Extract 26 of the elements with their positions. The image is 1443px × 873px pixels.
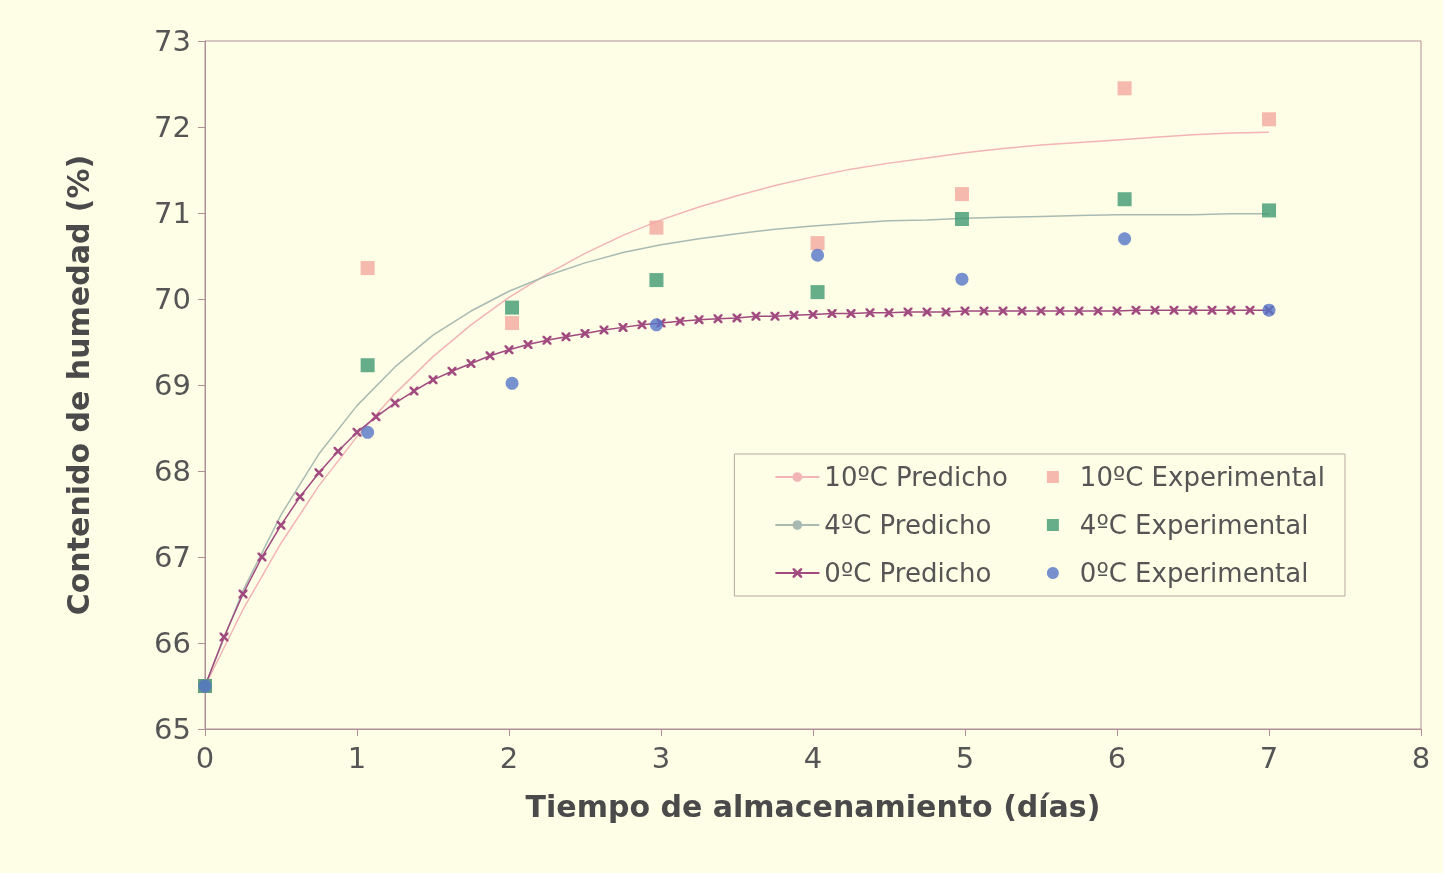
- legend-label: 4ºC Experimental: [1079, 510, 1309, 540]
- x-tick-label: 4: [803, 740, 823, 775]
- y-axis-title: Contenido de humedad (%): [60, 154, 96, 616]
- x-tick-label: 5: [955, 740, 975, 775]
- legend-label: 10ºC Predicho: [824, 462, 1008, 492]
- y-tick-label: 65: [154, 712, 191, 746]
- y-tick-label: 66: [154, 626, 191, 660]
- y-tick-label: 70: [154, 282, 191, 316]
- y-tick-label: 67: [154, 540, 191, 574]
- x-tick-label: 2: [499, 740, 519, 775]
- y-tick-label: 71: [154, 196, 191, 230]
- x-tick-label: 1: [347, 740, 367, 775]
- legend-label: 0ºC Predicho: [824, 558, 992, 588]
- y-tick-label: 72: [154, 110, 191, 144]
- x-tick-label: 6: [1107, 740, 1127, 775]
- x-tick-label: 8: [1411, 740, 1431, 775]
- y-tick-label: 73: [154, 24, 191, 58]
- x-tick-label: 0: [195, 740, 215, 775]
- y-tick-label: 68: [154, 454, 191, 488]
- legend-label: 0ºC Experimental: [1079, 558, 1309, 588]
- legend-label: 4ºC Predicho: [824, 510, 992, 540]
- x-tick-label: 7: [1259, 740, 1279, 775]
- x-tick-label: 3: [651, 740, 671, 775]
- x-axis-title: Tiempo de almacenamiento (días): [525, 788, 1101, 824]
- legend-label: 10ºC Experimental: [1079, 462, 1326, 492]
- y-tick-label: 69: [154, 368, 191, 402]
